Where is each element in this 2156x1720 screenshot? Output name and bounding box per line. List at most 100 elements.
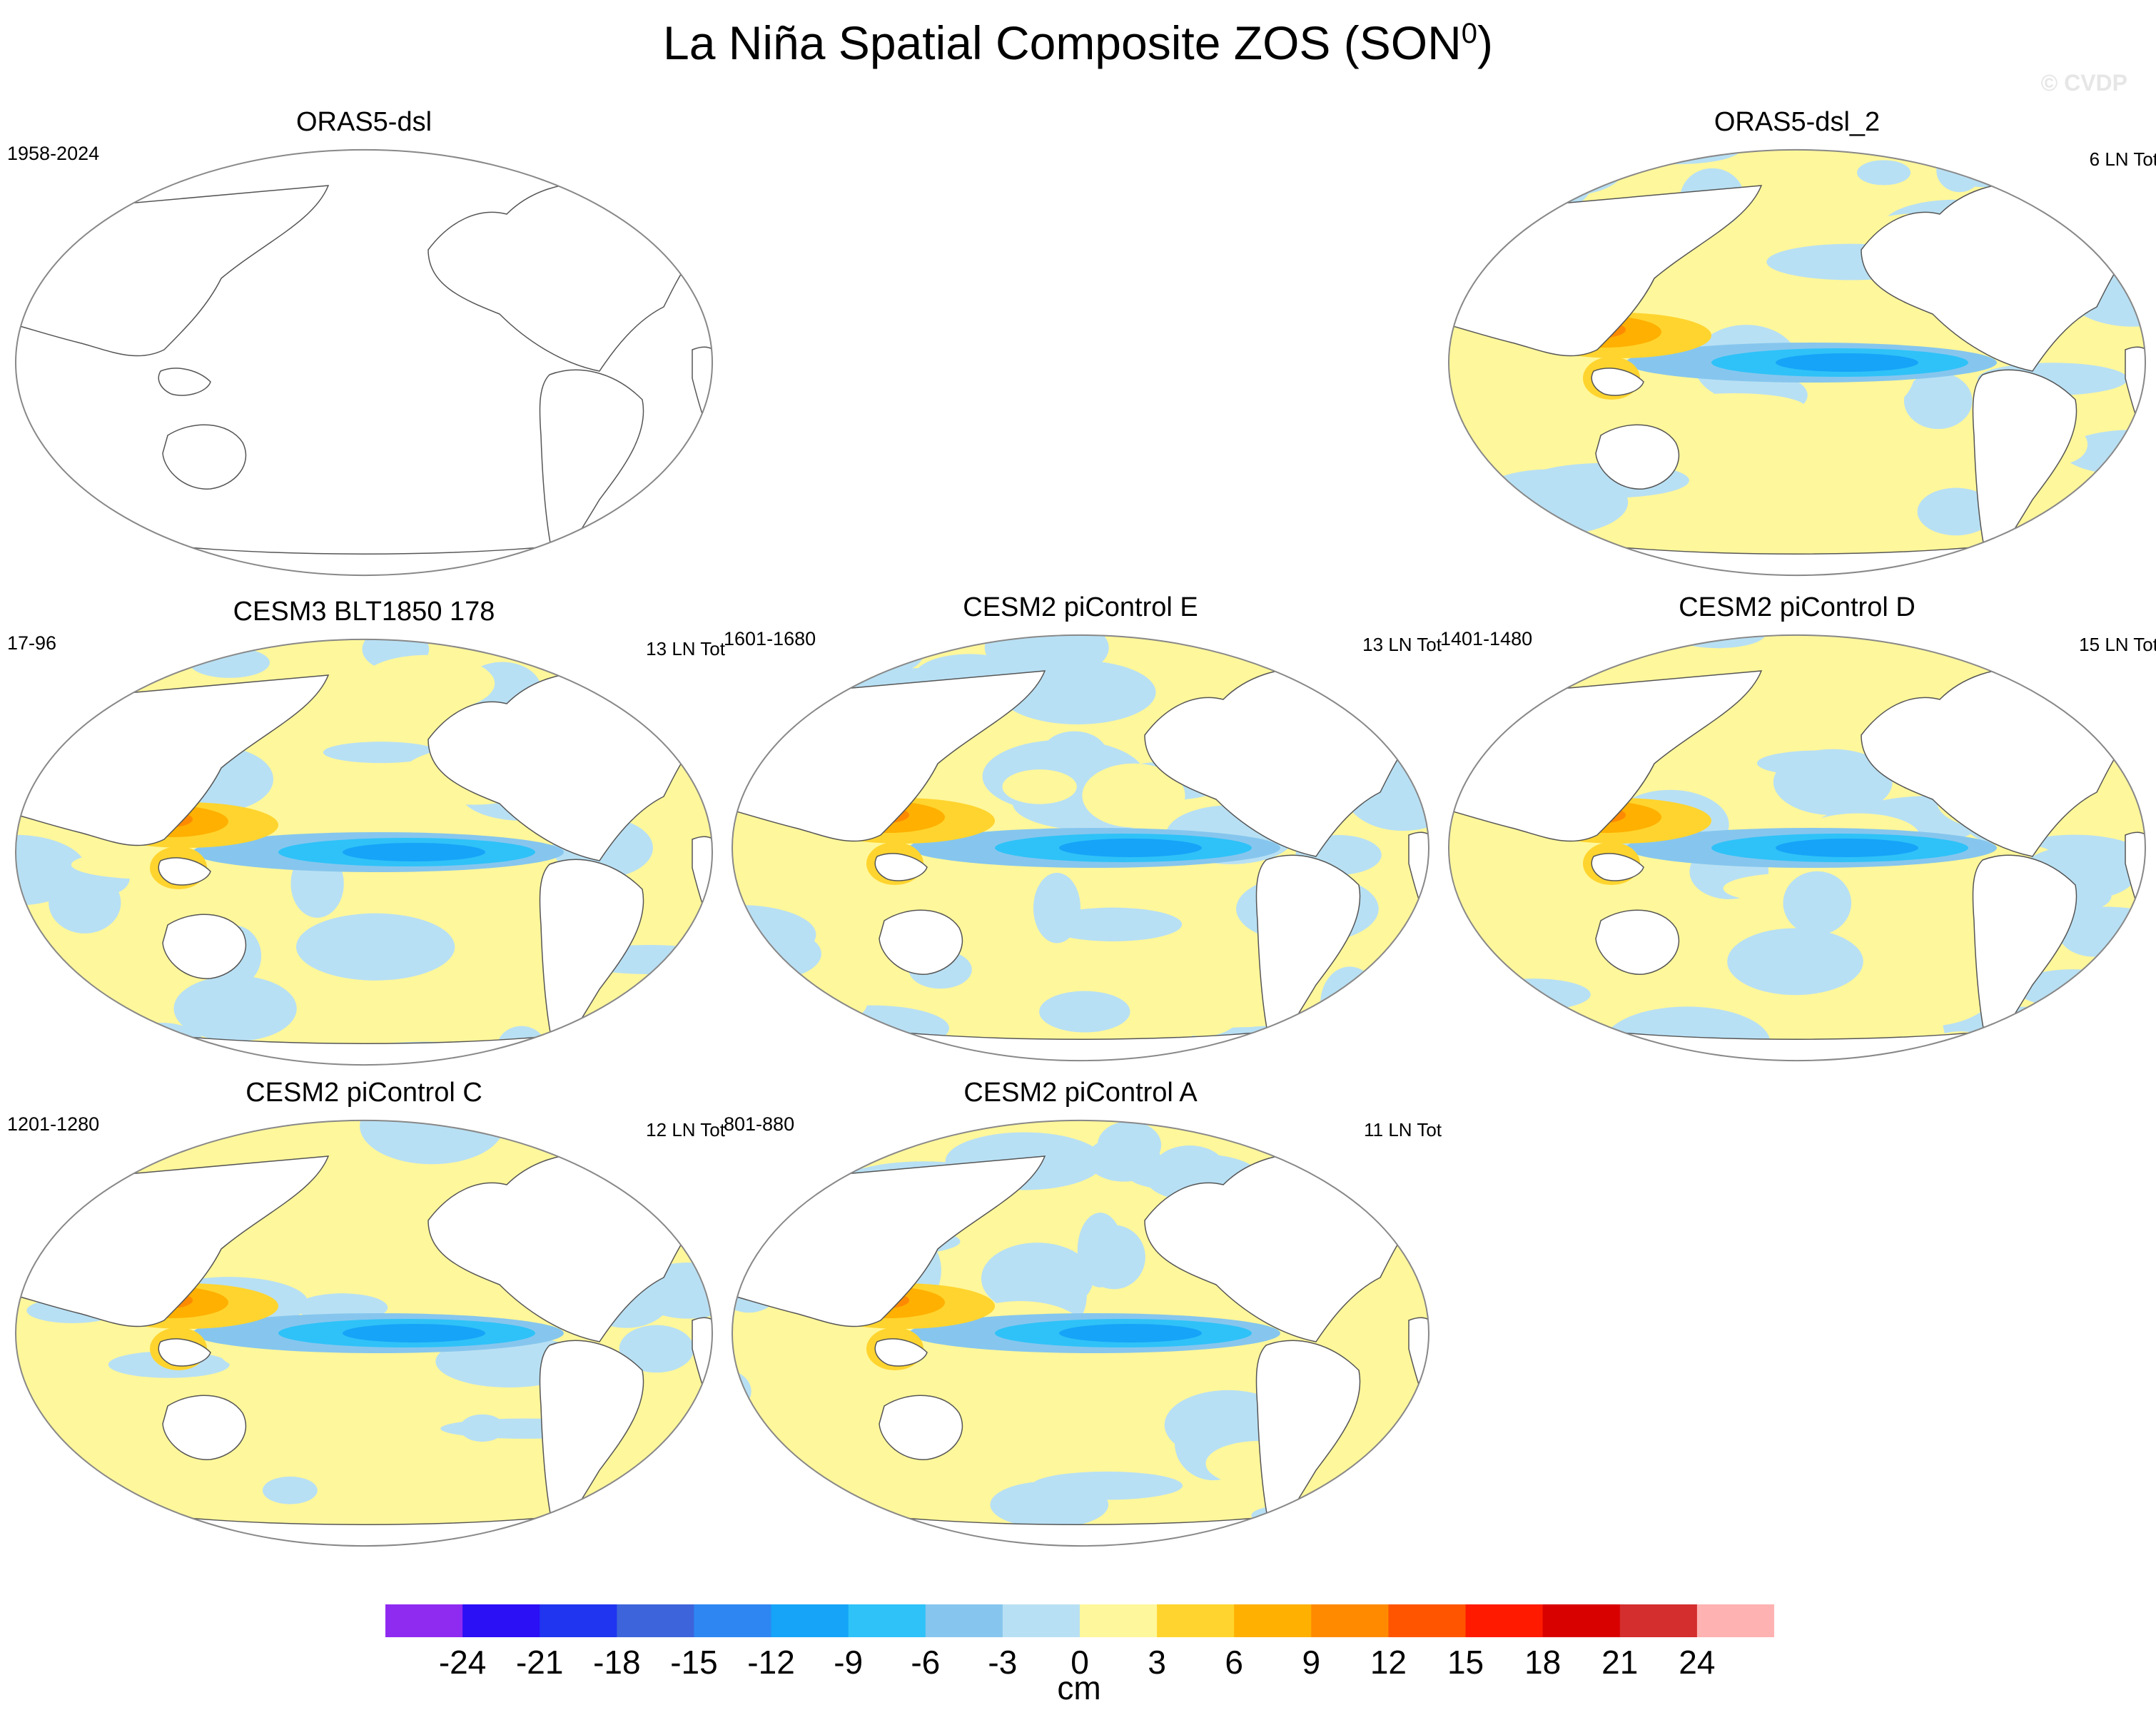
world-map: [1447, 634, 2147, 1061]
landmass-greenland: [2031, 162, 2127, 208]
panel-period-label: 1201-1280: [7, 1113, 100, 1135]
landmass-maritime-continent: [1591, 368, 1644, 396]
landmass-greenland: [1315, 1133, 1410, 1179]
anomaly-patch: [1200, 634, 1265, 643]
map-content: [15, 1120, 713, 1547]
anomaly-patch: [1903, 373, 1973, 430]
anomaly-patch: [1797, 265, 1863, 337]
world-map: [731, 634, 1430, 1061]
colorbar-tick-label: 9: [1302, 1644, 1321, 1681]
anomaly-patch: [33, 1381, 160, 1413]
anomaly-patch: [648, 798, 713, 846]
colorbar-tick-label: -18: [593, 1644, 641, 1681]
anomaly-patch: [360, 1120, 504, 1165]
anomaly-patch: [619, 1325, 694, 1373]
anomaly-patch: [308, 1420, 427, 1485]
anomaly-patch: [1448, 499, 1547, 567]
map-content: [1448, 149, 2146, 576]
anomaly-patch: [1756, 750, 1883, 776]
anomaly-patch: [1082, 763, 1185, 828]
anomaly-patch: [732, 1486, 839, 1529]
colorbar-swatch: [540, 1604, 617, 1637]
anomaly-patch: [323, 742, 439, 764]
colorbar-swatch: [1542, 1604, 1621, 1637]
anomaly-patch: [1448, 877, 1517, 935]
anomaly-patch: [1244, 1041, 1375, 1061]
cold-tongue-peak: [1059, 1324, 1202, 1342]
panel-title: ORAS5-dsl: [295, 107, 432, 137]
anomaly-patch: [1077, 1213, 1123, 1288]
anomaly-patch: [1097, 1121, 1162, 1169]
colorbar-swatch: [1002, 1604, 1080, 1637]
panel-title: ORAS5-dsl_2: [1714, 107, 1881, 137]
panel-title: CESM2 piControl E: [963, 592, 1198, 622]
landmass-greenland: [1315, 647, 1410, 694]
anomaly-patch: [2009, 149, 2062, 204]
landmass-australia: [1595, 909, 1680, 975]
map-panel-cesm2-picontrol-e: CESM2 piControl E 1601-1680 13 LN Tot: [724, 592, 1442, 1081]
anomaly-patch: [981, 1243, 1094, 1315]
colorbar-swatch: [1388, 1604, 1467, 1637]
colorbar-tick-label: -21: [515, 1644, 564, 1681]
anomaly-patch: [645, 639, 713, 677]
anomaly-patch: [173, 976, 297, 1042]
anomaly-patch: [1002, 769, 1077, 804]
map-content: [732, 634, 1429, 1061]
map-content: [1448, 634, 2146, 1061]
anomaly-patch: [189, 647, 270, 678]
anomaly-patch: [1448, 548, 1489, 569]
world-map: [731, 1120, 1430, 1547]
anomaly-patch: [1448, 1021, 1503, 1055]
anomaly-patch: [773, 978, 868, 1026]
panel-count-label: 15 LN Tot: [2079, 634, 2156, 655]
anomaly-patch: [1357, 1167, 1429, 1219]
anomaly-patch: [1031, 1471, 1183, 1500]
colorbar-swatch: [694, 1604, 772, 1637]
panel-count-label: 11 LN Tot: [1364, 1119, 1442, 1140]
colorbar-tick-label: 0: [1071, 1644, 1089, 1681]
panel-title: CESM2 piControl C: [246, 1078, 482, 1108]
landmass-maritime-continent: [874, 1338, 928, 1367]
landmass-maritime-continent: [874, 853, 928, 881]
panel-title: CESM2 piControl D: [1679, 592, 1915, 622]
colorbar-swatch: [1157, 1604, 1235, 1637]
colorbar-swatch: [848, 1604, 926, 1637]
map-border: [14, 1120, 714, 1547]
anomaly-patch: [2013, 149, 2068, 196]
anomaly-patch: [732, 1522, 835, 1547]
panel-period-label: 17-96: [7, 632, 57, 654]
anomaly-patch: [1193, 1120, 1285, 1153]
anomaly-patch: [125, 1516, 214, 1547]
anomaly-patch: [931, 1361, 1031, 1387]
colorbar-tick-label: -9: [834, 1644, 864, 1681]
landmass-north-america: [427, 183, 713, 372]
map-border: [1447, 634, 2147, 1061]
map-panel-oras5-dsl-2: ORAS5-dsl_2 6 LN Tot: [1440, 107, 2156, 596]
panel-title: CESM2 piControl A: [963, 1078, 1198, 1108]
anomaly-patch: [1783, 871, 1852, 935]
colorbar-swatch: [1696, 1604, 1774, 1637]
anomaly-patch: [1251, 1504, 1329, 1527]
landmass-australia: [162, 1395, 247, 1460]
map-panel-oras5-dsl: ORAS5-dsl 1958-2024: [7, 107, 721, 596]
map-border: [14, 639, 714, 1066]
anomaly-patch: [1043, 907, 1183, 941]
colorbar-swatch: [1619, 1604, 1698, 1637]
anomaly-patch: [410, 1000, 457, 1029]
anomaly-patch: [944, 858, 992, 921]
anomaly-patch: [528, 1539, 669, 1547]
colorbar-swatch: [385, 1604, 463, 1637]
map-border: [14, 149, 714, 576]
anomaly-patch: [1039, 991, 1130, 1033]
anomaly-patch: [1385, 1016, 1429, 1040]
colorbar-tick-label: 3: [1148, 1644, 1166, 1681]
anomaly-patch: [1917, 487, 1995, 536]
landmass-maritime-continent: [158, 368, 211, 396]
anomaly-patch: [1797, 442, 1894, 474]
world-map: [1447, 149, 2147, 576]
anomaly-patch: [19, 639, 130, 656]
cold-tongue-peak: [343, 1324, 485, 1342]
anomaly-patch: [644, 1521, 687, 1547]
colorbar-swatch: [1080, 1604, 1158, 1637]
colorbar-tick-label: 6: [1225, 1644, 1244, 1681]
